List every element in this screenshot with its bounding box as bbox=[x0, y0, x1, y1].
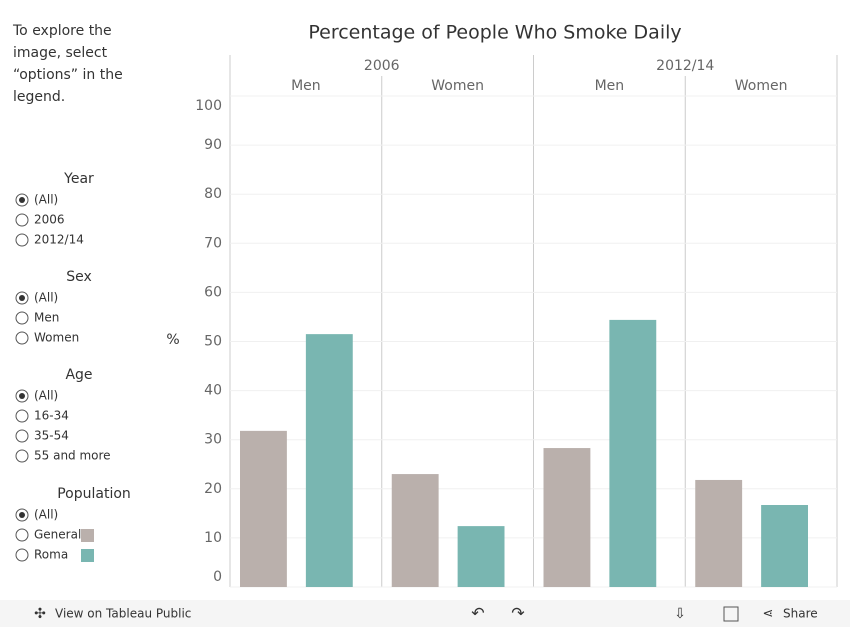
x-tick-label: Women bbox=[431, 78, 484, 94]
filter-option[interactable]: 35-54 bbox=[34, 429, 69, 443]
filter-option[interactable]: Men bbox=[34, 311, 59, 325]
intro-text: “options” in the bbox=[13, 67, 123, 83]
bar bbox=[609, 319, 657, 587]
y-tick-label: 70 bbox=[204, 235, 222, 251]
y-tick-label: 10 bbox=[204, 530, 222, 546]
x-tick-label: Men bbox=[595, 78, 625, 94]
y-tick-label: 30 bbox=[204, 432, 222, 448]
group-label: 2012/14 bbox=[656, 58, 714, 74]
legend-option[interactable]: (All) bbox=[34, 508, 58, 522]
radio-button[interactable] bbox=[15, 311, 29, 325]
y-tick-label: 20 bbox=[204, 481, 222, 497]
legend-swatch bbox=[81, 529, 94, 542]
y-tick-label: 90 bbox=[204, 137, 222, 153]
radio-dot bbox=[19, 295, 25, 301]
redo-icon: ↷ bbox=[511, 604, 525, 623]
share-button[interactable]: Share bbox=[783, 607, 818, 621]
fullscreen-icon[interactable] bbox=[723, 606, 739, 622]
intro-text: To explore the bbox=[12, 23, 112, 39]
radio-button[interactable] bbox=[15, 528, 29, 542]
tableau-icon: ✣ bbox=[34, 606, 46, 622]
radio-dot bbox=[19, 393, 25, 399]
y-tick-label: 0 bbox=[213, 569, 222, 585]
bar bbox=[457, 526, 505, 587]
x-tick-label: Women bbox=[735, 78, 788, 94]
y-tick-label: 100 bbox=[195, 98, 222, 114]
download-icon[interactable]: ⇩ bbox=[674, 606, 686, 622]
view-link[interactable]: View on Tableau Public bbox=[55, 607, 191, 621]
filter-option[interactable]: (All) bbox=[34, 291, 58, 305]
filter-option[interactable]: (All) bbox=[34, 389, 58, 403]
intro-text: legend. bbox=[13, 89, 65, 105]
legend-entry[interactable]: General bbox=[34, 528, 81, 542]
radio-button[interactable] bbox=[15, 233, 29, 247]
filter-title: Sex bbox=[66, 269, 92, 285]
filter-option[interactable]: 2012/14 bbox=[34, 233, 84, 247]
y-axis-label: % bbox=[166, 332, 179, 348]
share-icon: ⋖ bbox=[763, 607, 774, 622]
intro-text: image, select bbox=[13, 45, 108, 61]
radio-dot bbox=[19, 512, 25, 518]
radio-button[interactable] bbox=[15, 449, 29, 463]
filter-option[interactable]: (All) bbox=[34, 193, 58, 207]
y-tick-label: 50 bbox=[204, 334, 222, 350]
filter-title: Year bbox=[63, 171, 94, 187]
radio-button[interactable] bbox=[15, 429, 29, 443]
y-tick-label: 40 bbox=[204, 383, 222, 399]
bar bbox=[305, 334, 353, 587]
chart-title: Percentage of People Who Smoke Daily bbox=[308, 22, 681, 44]
radio-button[interactable] bbox=[15, 331, 29, 345]
x-tick-label: Men bbox=[291, 78, 321, 94]
radio-button[interactable] bbox=[15, 548, 29, 562]
radio-dot bbox=[19, 197, 25, 203]
filter-option[interactable]: 2006 bbox=[34, 213, 65, 227]
bar bbox=[543, 448, 591, 587]
filter-option[interactable]: Women bbox=[34, 331, 79, 345]
radio-button[interactable] bbox=[15, 213, 29, 227]
bar bbox=[761, 505, 808, 587]
bar bbox=[695, 479, 743, 587]
radio-button[interactable] bbox=[15, 409, 29, 423]
group-label: 2006 bbox=[364, 58, 400, 74]
toolbar bbox=[0, 600, 850, 627]
legend-title: Population bbox=[57, 486, 131, 502]
undo-icon: ↶ bbox=[471, 604, 484, 623]
filter-option[interactable]: 16-34 bbox=[34, 409, 69, 423]
bar bbox=[391, 474, 439, 587]
legend-swatch bbox=[81, 549, 94, 562]
legend-entry[interactable]: Roma bbox=[34, 548, 68, 562]
y-tick-label: 80 bbox=[204, 186, 222, 202]
y-tick-label: 60 bbox=[204, 284, 222, 300]
filter-title: Age bbox=[65, 367, 92, 383]
bar bbox=[240, 430, 287, 587]
filter-option[interactable]: 55 and more bbox=[34, 449, 111, 463]
